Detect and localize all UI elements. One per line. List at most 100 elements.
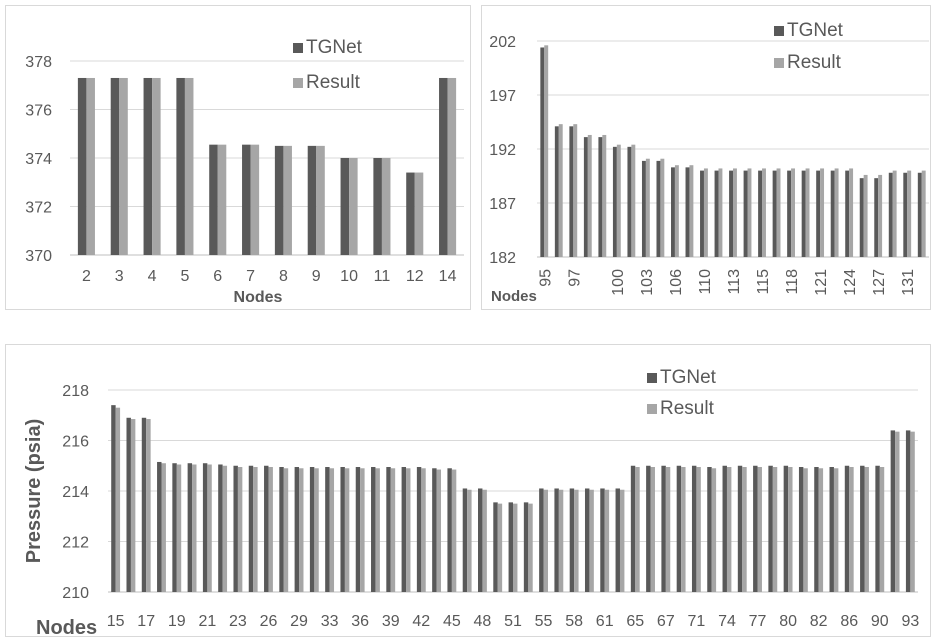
y-tick-label: 214 bbox=[62, 484, 89, 501]
bar-tgnet-95 bbox=[540, 47, 545, 258]
bar-result-65 bbox=[635, 467, 640, 592]
x-tick-label: 90 bbox=[871, 613, 889, 630]
x-tick-label: 65 bbox=[626, 613, 644, 630]
bar-tgnet-110 bbox=[700, 170, 704, 257]
bar-tgnet-3 bbox=[110, 77, 120, 255]
x-tick-label: 127 bbox=[871, 269, 888, 296]
bar-result-55 bbox=[543, 489, 548, 592]
x-tick-label: 2 bbox=[82, 268, 91, 285]
bar-result-68 bbox=[681, 467, 686, 592]
bar-result-105 bbox=[660, 158, 665, 257]
bar-result-106 bbox=[674, 165, 679, 257]
x-tick-label: 9 bbox=[312, 268, 321, 285]
bar-tgnet-36 bbox=[355, 467, 361, 592]
x-tick-label: 10 bbox=[340, 268, 358, 285]
x-tick-label: 61 bbox=[596, 613, 614, 630]
bar-tgnet-66 bbox=[646, 465, 651, 592]
x-tick-label: 67 bbox=[657, 613, 675, 630]
bar-result-61 bbox=[604, 489, 610, 592]
bar-result-124 bbox=[849, 168, 854, 257]
bar-result-98 bbox=[587, 134, 592, 257]
bar-tgnet-33 bbox=[325, 467, 330, 592]
bar-tgnet-20 bbox=[187, 463, 193, 592]
bar-tgnet-19 bbox=[172, 463, 177, 592]
legend-swatch-result bbox=[293, 78, 303, 88]
bar-result-78 bbox=[772, 467, 778, 592]
bar-tgnet-46 bbox=[462, 488, 468, 592]
x-axis-title: Nodes bbox=[36, 617, 97, 638]
bar-tgnet-129 bbox=[888, 172, 893, 257]
x-tick-label: 7 bbox=[246, 268, 255, 285]
bar-result-49 bbox=[497, 503, 503, 592]
x-tick-label: 14 bbox=[439, 268, 457, 285]
bar-tgnet-12 bbox=[406, 172, 415, 255]
bar-tgnet-120 bbox=[801, 170, 806, 257]
x-tick-label: 39 bbox=[382, 613, 400, 630]
bar-tgnet-29 bbox=[294, 467, 300, 592]
x-tick-label: 97 bbox=[566, 269, 583, 287]
bar-tgnet-11 bbox=[373, 158, 382, 255]
x-tick-label: 36 bbox=[351, 613, 369, 630]
legend-swatch-tgnet bbox=[293, 43, 303, 53]
bar-result-96 bbox=[558, 124, 563, 257]
x-tick-label: 80 bbox=[779, 613, 797, 630]
bar-tgnet-93 bbox=[905, 430, 911, 592]
bar-result-116 bbox=[776, 168, 781, 257]
bar-tgnet-4 bbox=[143, 77, 153, 255]
x-tick-label: 103 bbox=[639, 269, 656, 296]
x-tick-label: 5 bbox=[180, 268, 189, 285]
bar-result-36 bbox=[360, 468, 365, 592]
bar-tgnet-102 bbox=[627, 146, 632, 257]
bar-result-33 bbox=[329, 468, 335, 592]
bar-result-12 bbox=[414, 172, 424, 255]
bar-tgnet-18 bbox=[157, 461, 162, 592]
bar-tgnet-48 bbox=[478, 488, 483, 592]
bar-tgnet-62 bbox=[615, 488, 620, 592]
x-tick-label: 110 bbox=[697, 269, 714, 295]
bar-result-112 bbox=[718, 168, 723, 257]
bar-tgnet-106 bbox=[671, 167, 675, 257]
bar-result-18 bbox=[161, 463, 166, 592]
bar-result-71 bbox=[696, 467, 701, 592]
bar-result-95 bbox=[544, 45, 549, 257]
y-tick-label: 374 bbox=[25, 151, 52, 168]
bar-result-48 bbox=[482, 489, 487, 592]
chart-panel-nodes-95-131: 182 187 192 197 202 95 97 100 103 106 110 113 115 118… bbox=[481, 5, 931, 310]
bar-result-87 bbox=[864, 467, 869, 592]
y-tick-label: 192 bbox=[489, 142, 516, 159]
bar-result-51 bbox=[513, 503, 518, 592]
x-tick-label: 106 bbox=[668, 269, 685, 296]
bar-tgnet-7 bbox=[242, 144, 251, 255]
x-tick-label: 86 bbox=[840, 613, 858, 630]
bar-result-72 bbox=[711, 468, 717, 592]
bar-tgnet-114 bbox=[743, 170, 748, 257]
x-tick-label: 4 bbox=[148, 268, 157, 285]
bar-result-93 bbox=[910, 431, 915, 592]
x-tick-label: 33 bbox=[321, 613, 339, 630]
bar-result-52 bbox=[528, 503, 533, 592]
bar-tgnet-68 bbox=[676, 465, 682, 592]
y-tick-label: 218 bbox=[62, 383, 89, 400]
bar-result-56 bbox=[558, 489, 564, 592]
x-tick-label: 131 bbox=[900, 269, 917, 296]
bar-result-21 bbox=[207, 464, 212, 592]
bar-result-19 bbox=[176, 464, 182, 592]
bar-result-115 bbox=[762, 168, 766, 257]
x-tick-label: 11 bbox=[374, 268, 391, 285]
x-tick-label: 71 bbox=[687, 613, 705, 630]
x-tick-label: 115 bbox=[755, 269, 772, 295]
bar-tgnet-16 bbox=[126, 417, 131, 592]
bar-result-120 bbox=[805, 168, 810, 257]
x-tick-label: 21 bbox=[198, 613, 216, 630]
bar-result-59 bbox=[589, 489, 594, 592]
bar-result-99 bbox=[602, 134, 607, 257]
bar-tgnet-52 bbox=[523, 502, 529, 592]
bar-result-11 bbox=[381, 158, 391, 255]
x-tick-label: 58 bbox=[565, 613, 583, 630]
bar-result-80 bbox=[788, 467, 793, 592]
chart-panel-nodes-15-93: 210 212 214 216 218 15 17 19 21 23 26 29 33 36 39 42 45 4… bbox=[5, 344, 931, 638]
bar-result-3 bbox=[119, 77, 128, 255]
bar-tgnet-61 bbox=[600, 488, 605, 592]
bar-result-27 bbox=[283, 468, 289, 592]
bar-tgnet-82 bbox=[814, 467, 819, 592]
